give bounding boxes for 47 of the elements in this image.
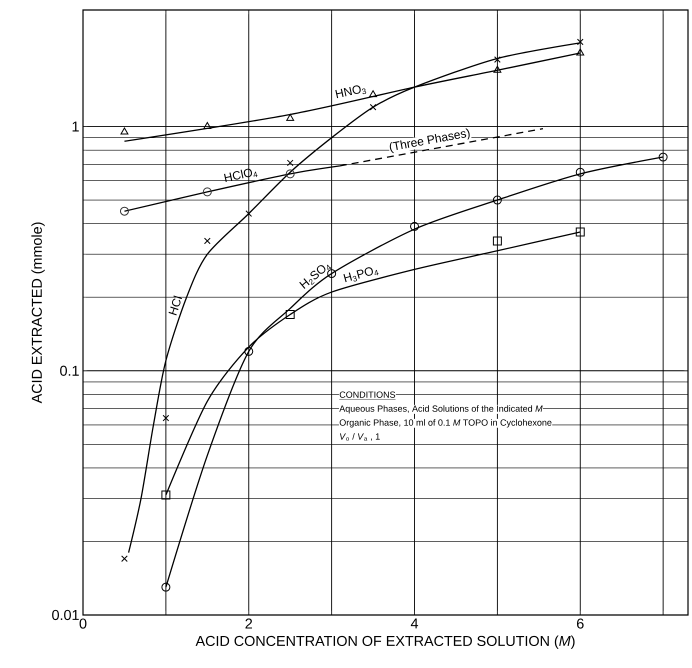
- text: HNO$_{3}$: [335, 85, 366, 98]
- annotation: Organic Phase, 10 ml of 0.1 M TOPO in Cyclohexone: [340, 419, 552, 428]
- y-tick-label: 0.1: [60, 366, 79, 376]
- point: [245, 210, 252, 217]
- annotation: (Three Phases): [390, 128, 470, 154]
- annotation: CONDITIONS: [340, 391, 396, 398]
- point: [286, 169, 295, 178]
- point: [576, 228, 585, 236]
- point: [370, 104, 376, 110]
- text: HCl: [168, 295, 182, 316]
- point: [244, 346, 254, 356]
- point: [327, 269, 336, 278]
- point: [576, 168, 585, 177]
- annotation: Aqueous Phases, Acid Solutions of the Indicated M: [339, 405, 543, 414]
- x-axis-title: ACID CONCENTRATION OF EXTRACTED SOLUTION (M): [196, 636, 575, 649]
- text: HClO$_{4}$: [224, 168, 258, 182]
- point: [120, 127, 128, 134]
- text: H$_{3}$PO$_{4}$: [343, 267, 379, 282]
- y-axis-title: ACID EXTRACTED (mmole): [31, 222, 45, 404]
- point: [492, 236, 502, 246]
- y-tick-label: 0.01: [52, 610, 79, 620]
- x-tick-label: 0: [80, 618, 86, 629]
- point: [576, 48, 584, 56]
- x-tick-label: 6: [577, 618, 584, 629]
- point: [492, 196, 502, 205]
- x-tick-label: 4: [410, 618, 418, 628]
- point: [202, 187, 212, 196]
- point: [161, 490, 170, 500]
- point: [121, 555, 128, 562]
- point: [658, 152, 668, 162]
- point: [493, 66, 502, 73]
- point: [286, 310, 295, 319]
- point: [576, 38, 584, 46]
- point: [286, 114, 294, 121]
- text: H$_{2}$SO$_{4}$: [299, 264, 332, 289]
- point: [203, 122, 212, 130]
- point: [494, 56, 501, 63]
- point: [286, 160, 294, 166]
- point: [161, 582, 170, 592]
- annotation: V$_{o}$ / V$_{a}$ , 1: [340, 433, 380, 441]
- point: [369, 90, 378, 98]
- point: [204, 238, 211, 244]
- point: [162, 414, 170, 422]
- y-tick-label: 1: [72, 122, 79, 132]
- x-tick-label: 2: [245, 618, 252, 629]
- point: [120, 206, 129, 216]
- point: [410, 222, 419, 231]
